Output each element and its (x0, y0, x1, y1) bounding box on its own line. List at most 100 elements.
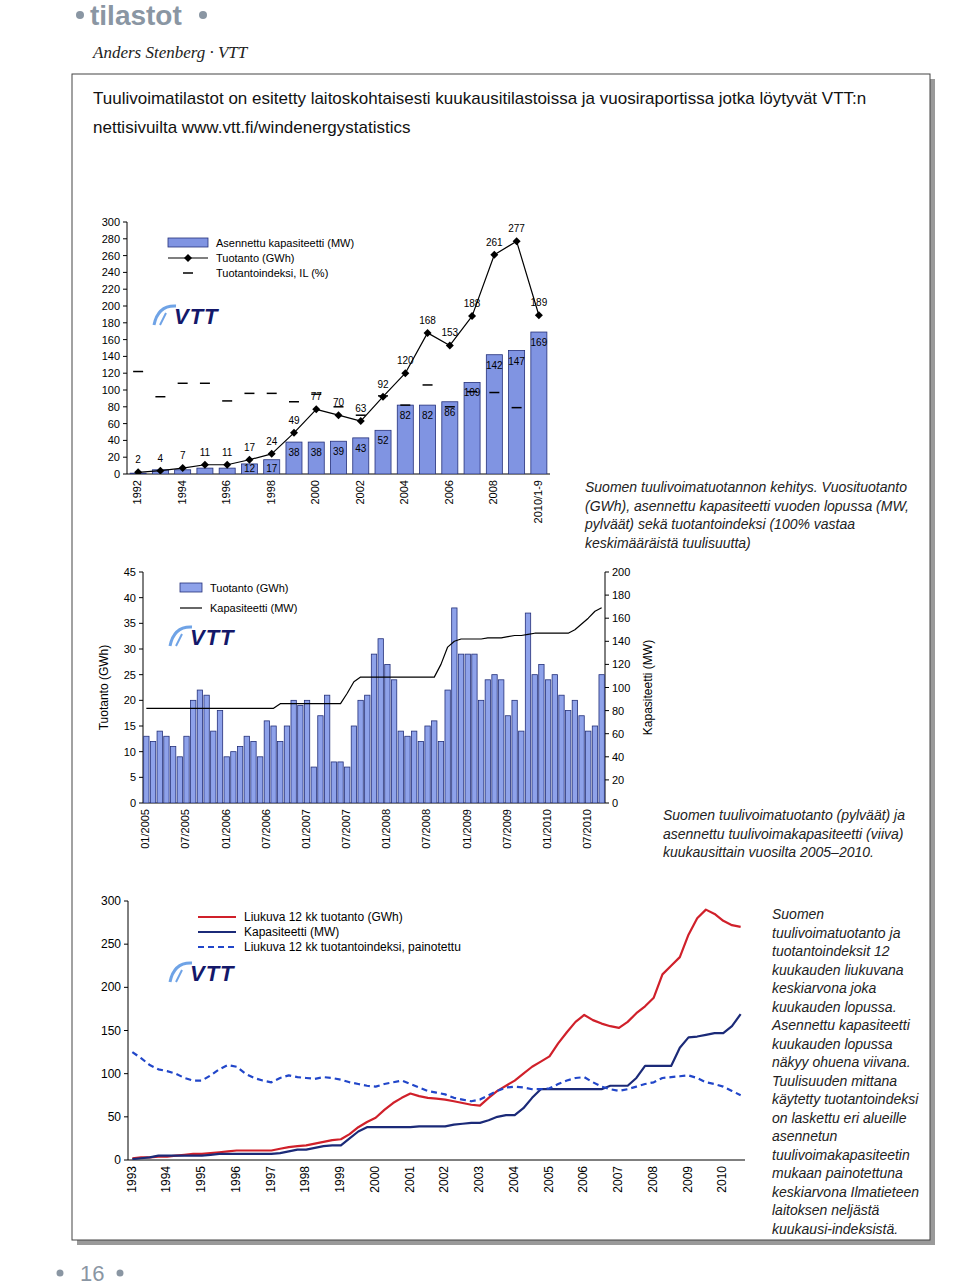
bar (330, 441, 346, 474)
bar (351, 726, 356, 803)
data-label: 52 (377, 435, 389, 446)
tick-label: 100 (612, 682, 630, 694)
marker (200, 383, 210, 385)
category-label: 2009 (681, 1166, 695, 1193)
category-label: 2008 (487, 480, 499, 504)
marker (289, 401, 299, 403)
marker (535, 311, 543, 319)
bar (458, 654, 463, 803)
tick-label: 15 (124, 720, 136, 732)
marker (222, 400, 232, 402)
x-axis (128, 1160, 745, 1161)
tick (123, 423, 127, 424)
tick-label: 200 (102, 300, 120, 312)
tick-label: 300 (101, 894, 121, 908)
marker (423, 384, 433, 386)
data-label: 109 (464, 387, 481, 398)
marker (379, 393, 387, 401)
plot-area (130, 237, 547, 474)
marker (446, 341, 454, 349)
marker (223, 461, 231, 469)
category-label: 1995 (194, 1166, 208, 1193)
data-label: 11 (222, 447, 233, 458)
data-label: 39 (333, 446, 345, 457)
data-label: 7 (180, 450, 186, 461)
bullet (76, 11, 84, 19)
bar (599, 675, 604, 803)
tick (123, 373, 127, 374)
legend-swatch (180, 583, 202, 592)
tick-label: 10 (124, 746, 136, 758)
bar (559, 695, 564, 803)
tick-label: 240 (102, 266, 120, 278)
tick (139, 751, 143, 752)
bar (478, 700, 483, 803)
tick-label: 140 (612, 635, 630, 647)
bar (565, 711, 570, 803)
category-label: 2002 (354, 480, 366, 504)
tick (123, 306, 127, 307)
line (132, 1052, 740, 1101)
tick (124, 1073, 128, 1074)
marker (401, 369, 409, 377)
data-label: 43 (355, 443, 367, 454)
bar (197, 690, 202, 803)
caption: Suomen tuulivoimatuotanto (pylväät) ja a… (663, 806, 925, 862)
section-title: tilastot (90, 0, 182, 31)
category-label: 2003 (472, 1166, 486, 1193)
tick (123, 272, 127, 273)
tick-label: 20 (612, 774, 624, 786)
data-label: 17 (244, 442, 256, 453)
bar (338, 762, 343, 803)
data-label: 63 (355, 403, 367, 414)
bar (592, 726, 597, 803)
bar (391, 680, 396, 803)
tick-label: 220 (102, 283, 120, 295)
bar (157, 731, 162, 803)
caption: Suomen tuulivoimatuotannon kehitys. Vuos… (585, 478, 930, 552)
tick (139, 623, 143, 624)
legend-label: Tuotantoindeksi, IL (%) (216, 267, 328, 279)
tick-label: 60 (108, 418, 120, 430)
tick (605, 687, 609, 688)
bar (278, 741, 283, 803)
bar (271, 726, 276, 803)
bar (420, 405, 436, 474)
tick-label: 160 (102, 334, 120, 346)
tick (605, 618, 609, 619)
logo-swoosh (170, 963, 192, 982)
data-label: 12 (244, 463, 256, 474)
bar (378, 639, 383, 803)
tick (605, 641, 609, 642)
tick-label: 35 (124, 617, 136, 629)
bar (298, 705, 303, 803)
bar (545, 680, 550, 803)
intro-text: Tuulivoimatilastot on esitetty laitoskoh… (93, 84, 923, 142)
bar (464, 382, 480, 474)
bar (224, 757, 229, 803)
legend-swatch (198, 916, 236, 918)
tick (605, 595, 609, 596)
tick (605, 572, 609, 573)
category-label: 01/2007 (300, 809, 312, 849)
marker (424, 329, 432, 337)
bar (486, 355, 502, 474)
legend: Asennettu kapasiteetti (MW)Tuotanto (GWh… (168, 237, 354, 279)
tick-label: 45 (124, 566, 136, 578)
data-label: 2 (135, 454, 141, 465)
tick (123, 440, 127, 441)
tick-label: 100 (101, 1067, 121, 1081)
bar (219, 468, 235, 474)
bar (539, 664, 544, 803)
category-label: 2008 (646, 1166, 660, 1193)
bar (579, 716, 584, 803)
marker (312, 405, 320, 413)
bar (197, 468, 213, 474)
tick (124, 987, 128, 988)
tick (605, 710, 609, 711)
category-label: 1996 (220, 480, 232, 504)
data-label: 4 (158, 453, 164, 464)
marker (490, 251, 498, 259)
page: tilastotAnders Stenberg · VTT16020406080… (0, 0, 960, 1284)
bar (358, 700, 363, 803)
